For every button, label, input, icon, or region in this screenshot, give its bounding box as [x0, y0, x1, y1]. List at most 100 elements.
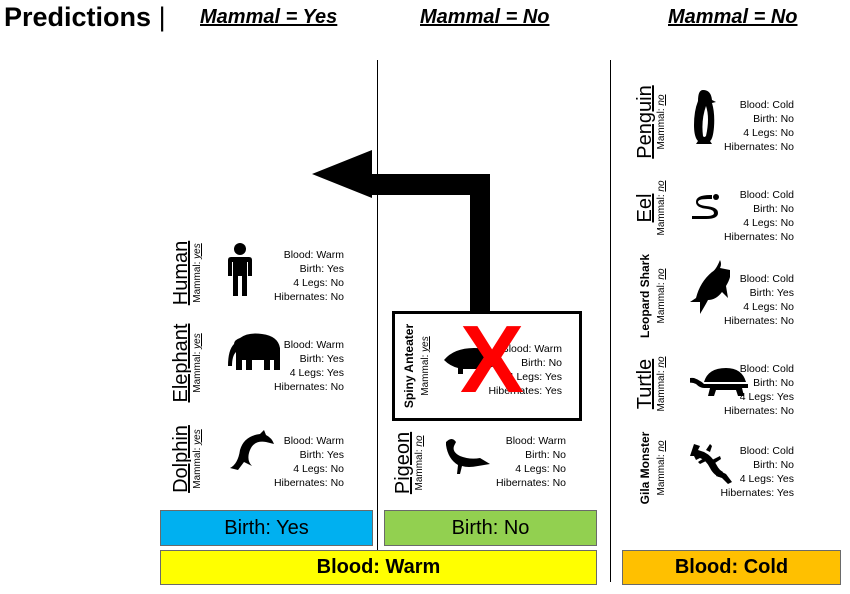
fact-line: Birth: Yes: [299, 353, 344, 365]
animal-name: Dolphin: [170, 425, 192, 493]
dolphin-icon: [226, 428, 274, 476]
fact-line: Hibernates: No: [723, 141, 794, 153]
fact-line: Blood: Warm: [505, 435, 566, 447]
mammal-label: Mammal: yes: [192, 232, 203, 314]
animal-card-penguin: Penguin Mammal: no Blood: Cold Birth: No 4 L…: [634, 80, 844, 164]
mammal-key: Mammal:: [192, 351, 203, 393]
animal-name: Elephant: [170, 323, 192, 403]
column-header-mammal-yes: Mammal = Yes: [200, 6, 338, 28]
animal-name-block: Dolphin Mammal: yes: [170, 418, 210, 500]
fact-line: Birth: No: [753, 113, 794, 125]
fact-line: 4 Legs: No: [743, 217, 794, 229]
animal-name-block: Eel Mammal: no: [634, 170, 674, 246]
mammal-label: Mammal: no: [414, 422, 425, 504]
animal-facts: Blood: Cold Birth: Yes 4 Legs: No Hibernate…: [724, 272, 794, 328]
animal-facts: Blood: Warm Birth: Yes 4 Legs: No Hibernate…: [274, 248, 344, 304]
fact-line: Birth: Yes: [299, 449, 344, 461]
page-title: Predictions |: [4, 2, 166, 33]
mammal-key: Mammal:: [656, 454, 667, 496]
fact-line: 4 Legs: No: [515, 463, 566, 475]
fact-line: 4 Legs: Yes: [739, 391, 794, 403]
blood-warm-label: Blood: Warm: [316, 556, 441, 578]
mammal-label: Mammal: yes: [192, 322, 203, 404]
mammal-key: Mammal:: [420, 354, 431, 396]
animal-card-leopard-shark: Leopard Shark Mammal: no Blood: Cold Birth:…: [634, 250, 844, 342]
animal-card-dolphin: Dolphin Mammal: yes Blood: Warm Birth: Yes 4…: [170, 418, 370, 500]
animal-name: Penguin: [634, 85, 656, 159]
animal-name-block: Elephant Mammal: yes: [170, 322, 210, 404]
animal-name: Turtle: [634, 358, 656, 410]
fact-line: Hibernates: No: [723, 315, 794, 327]
mammal-value: no: [656, 94, 667, 106]
animal-card-eel: Eel Mammal: no Blood: Cold Birth: No 4 Legs:…: [634, 170, 844, 246]
mammal-key: Mammal:: [192, 261, 203, 303]
fact-line: Hibernates: No: [723, 231, 794, 243]
mammal-label: Mammal: no: [656, 426, 667, 510]
animal-name-block: Penguin Mammal: no: [634, 80, 674, 164]
animal-name: Gila Monster: [638, 431, 652, 505]
fact-line: Birth: No: [753, 203, 794, 215]
mammal-value: yes: [192, 333, 203, 349]
mammal-value: no: [656, 356, 667, 368]
animal-facts: Blood: Warm Birth: No 4 Legs: Yes Hibernate…: [488, 342, 562, 398]
mammal-value: no: [414, 435, 425, 447]
fact-line: Blood: Cold: [739, 273, 794, 285]
mammal-key: Mammal:: [192, 447, 203, 489]
fact-line: Birth: No: [521, 357, 562, 369]
fact-line: 4 Legs: Yes: [507, 371, 562, 383]
fact-line: Birth: No: [525, 449, 566, 461]
fact-line: Hibernates: No: [495, 477, 566, 489]
animal-name-block: Turtle Mammal: no: [634, 346, 674, 422]
animal-name-block: Leopard Shark Mammal: no: [634, 250, 674, 342]
mammal-value: yes: [192, 429, 203, 445]
person-icon: [226, 242, 254, 298]
mammal-key: Mammal:: [656, 370, 667, 412]
wrong-mark-icon: X: [460, 306, 525, 413]
animal-card-human: Human Mammal: yes Blood: Warm Birth: Yes 4 L…: [170, 232, 370, 314]
fact-line: Hibernates: No: [723, 405, 794, 417]
blood-warm-bar: Blood: Warm: [160, 550, 597, 585]
elephant-icon: [226, 332, 282, 372]
blood-cold-label: Blood: Cold: [674, 556, 789, 578]
birth-no-label: Birth: No: [451, 516, 530, 539]
fact-line: 4 Legs: Yes: [739, 473, 794, 485]
animal-name: Spiny Anteater: [402, 323, 416, 409]
mammal-label: Mammal: yes: [420, 316, 431, 416]
animal-facts: Blood: Warm Birth: Yes 4 Legs: No Hibernate…: [274, 434, 344, 490]
fact-line: Blood: Warm: [283, 435, 344, 447]
animal-name: Pigeon: [392, 431, 414, 495]
mammal-key: Mammal:: [656, 194, 667, 236]
mammal-label: Mammal: no: [656, 346, 667, 422]
animal-name-block: Spiny Anteater Mammal: yes: [398, 316, 438, 416]
fact-line: Hibernates: Yes: [720, 487, 794, 499]
animal-name-block: Human Mammal: yes: [170, 232, 210, 314]
fact-line: Blood: Cold: [739, 363, 794, 375]
birth-no-bar: Birth: No: [384, 510, 597, 546]
fact-line: 4 Legs: Yes: [289, 367, 344, 379]
animal-facts: Blood: Cold Birth: No 4 Legs: No Hibernates…: [724, 188, 794, 244]
fact-line: Blood: Warm: [501, 343, 562, 355]
animal-facts: Blood: Warm Birth: Yes 4 Legs: Yes Hibernat…: [274, 338, 344, 394]
mammal-value: no: [656, 440, 667, 452]
title-text: Predictions: [4, 2, 152, 32]
title-separator: |: [158, 2, 166, 32]
mammal-value: yes: [192, 243, 203, 259]
mammal-label: Mammal: no: [656, 250, 667, 342]
fact-line: Birth: No: [753, 459, 794, 471]
fact-line: 4 Legs: No: [293, 463, 344, 475]
highlight-box: [392, 311, 582, 421]
animal-name: Human: [170, 240, 192, 306]
fact-line: Blood: Cold: [739, 99, 794, 111]
animal-card-turtle: Turtle Mammal: no Blood: Cold Birth: No 4 Le…: [634, 346, 844, 422]
mammal-key: Mammal:: [656, 282, 667, 324]
anteater-icon: [442, 342, 502, 374]
penguin-icon: [690, 90, 716, 144]
animal-card-gila-monster: Gila Monster Mammal: no Blood: Cold Birth: …: [634, 426, 844, 510]
animal-facts: Blood: Cold Birth: No 4 Legs: Yes Hibernate…: [724, 362, 794, 418]
animal-facts: Blood: Warm Birth: No 4 Legs: No Hibernates…: [496, 434, 566, 490]
animal-facts: Blood: Cold Birth: No 4 Legs: No Hibernates…: [724, 98, 794, 154]
mammal-value: no: [656, 268, 667, 280]
mammal-label: Mammal: yes: [192, 418, 203, 500]
animal-card-pigeon: Pigeon Mammal: no Blood: Warm Birth: No 4 Le…: [392, 422, 582, 504]
fact-line: Birth: Yes: [749, 287, 794, 299]
